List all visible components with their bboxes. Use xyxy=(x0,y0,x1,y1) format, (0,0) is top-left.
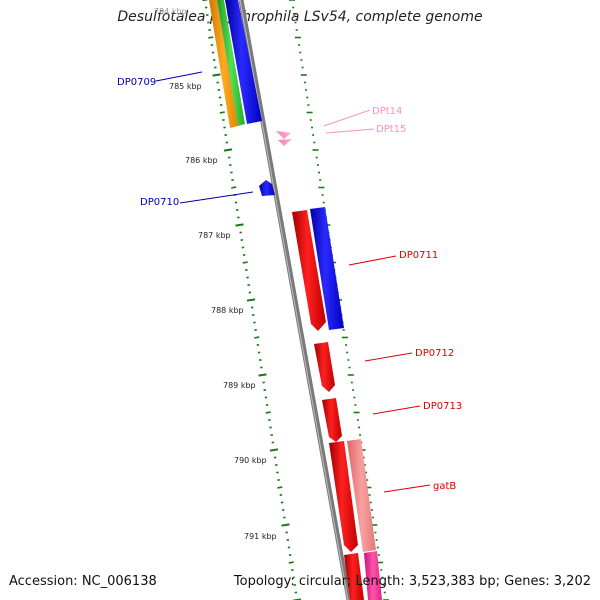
leader-dpt15 xyxy=(325,128,375,134)
gene-gatb-arrow xyxy=(329,441,358,552)
leader-dp0712 xyxy=(364,352,413,362)
leader-dp0711 xyxy=(348,255,397,266)
trna-dpt14-arrow xyxy=(276,131,291,139)
feature-red-bottom xyxy=(344,553,364,600)
ruler-tick xyxy=(231,186,237,189)
ruler-tick xyxy=(265,411,271,414)
trna-dpt15-arrow xyxy=(278,139,292,146)
ruler-tick xyxy=(223,148,233,152)
gene-dp0713-arrow xyxy=(322,398,342,442)
leader-dpt14 xyxy=(323,109,371,127)
feature-magenta-bottom xyxy=(364,551,382,600)
feature-orange xyxy=(209,0,238,128)
gene-dp0712-arrow xyxy=(314,342,335,392)
ruler-label-790: 790 kbp xyxy=(234,456,267,465)
ruler-tick xyxy=(246,298,256,302)
leader-gatb xyxy=(383,484,431,493)
leader-dp0713 xyxy=(372,405,421,415)
ruler-label-785: 785 kbp xyxy=(169,82,202,91)
gene-dp0711-blue-arrow xyxy=(310,207,344,330)
gene-label-dpt15[interactable]: DPt15 xyxy=(376,124,406,135)
genome-backbone xyxy=(238,0,352,600)
ruler-label-791: 791 kbp xyxy=(244,532,277,541)
page-title: Desulfotalea psychrophila LSv54, complet… xyxy=(117,9,483,25)
gene-label-gatb[interactable]: gatB xyxy=(433,481,456,492)
feature-green xyxy=(217,0,245,126)
ruler-label-784: 784 kbp xyxy=(154,7,187,16)
gene-label-dpt14[interactable]: DPt14 xyxy=(372,106,402,117)
gene-dp0711-arrow xyxy=(292,210,326,331)
gene-label-dp0711[interactable]: DP0711 xyxy=(399,250,438,261)
leader-dp0710 xyxy=(179,191,254,204)
ruler-tick xyxy=(212,73,221,77)
leader-dp0709 xyxy=(155,71,203,82)
gene-label-dp0713[interactable]: DP0713 xyxy=(423,401,462,412)
ruler-label-788: 788 kbp xyxy=(211,306,244,315)
genome-backbone-highlight xyxy=(239,0,349,600)
ruler-tick xyxy=(288,561,294,564)
ruler-tick xyxy=(277,486,283,489)
ruler-ticks xyxy=(202,0,302,600)
gene-label-dp0710[interactable]: DP0710 xyxy=(140,197,179,208)
ruler-tick xyxy=(269,448,279,452)
ruler-tick xyxy=(281,523,290,527)
ruler-tick xyxy=(258,373,267,377)
accession-label: Accession: NC_006138 xyxy=(9,574,157,589)
feature-rrna xyxy=(347,439,376,552)
ruler-tick xyxy=(242,261,248,264)
gene-dp0709-arrow xyxy=(225,0,262,124)
gene-label-dp0709[interactable]: DP0709 xyxy=(117,77,156,88)
ruler-label-787: 787 kbp xyxy=(198,231,231,240)
ruler-tick xyxy=(254,336,260,339)
gene-label-dp0712[interactable]: DP0712 xyxy=(415,348,454,359)
ruler-label-786: 786 kbp xyxy=(185,156,218,165)
ruler-tick xyxy=(235,223,244,227)
ruler-tick xyxy=(208,36,214,39)
gene-dp0710-arrow xyxy=(259,180,275,196)
genome-summary: Topology: circular; Length: 3,523,383 bp… xyxy=(233,574,591,589)
ruler-tick xyxy=(219,111,225,114)
ruler-label-789: 789 kbp xyxy=(223,381,256,390)
